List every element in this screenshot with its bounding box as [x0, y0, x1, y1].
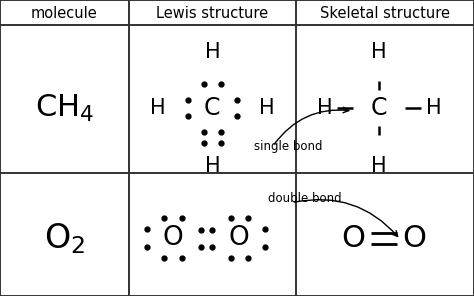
Text: CH$_4$: CH$_4$	[35, 92, 94, 124]
Text: H: H	[205, 156, 220, 176]
Text: O: O	[341, 224, 365, 253]
Text: H: H	[259, 98, 274, 118]
Text: O: O	[229, 225, 250, 251]
Text: O$_2$: O$_2$	[44, 221, 85, 256]
Text: C: C	[204, 96, 220, 120]
Text: single bond: single bond	[254, 140, 322, 153]
Text: H: H	[372, 42, 387, 62]
Text: H: H	[426, 98, 441, 118]
Text: double bond: double bond	[268, 192, 341, 205]
Text: C: C	[371, 96, 387, 120]
Text: H: H	[205, 42, 220, 62]
Text: O: O	[163, 225, 183, 251]
Text: Skeletal structure: Skeletal structure	[320, 6, 450, 21]
Text: H: H	[150, 98, 165, 118]
Text: H: H	[372, 156, 387, 176]
Text: Lewis structure: Lewis structure	[156, 6, 268, 21]
Text: O: O	[403, 224, 427, 253]
Text: molecule: molecule	[31, 6, 98, 21]
Text: H: H	[317, 98, 332, 118]
